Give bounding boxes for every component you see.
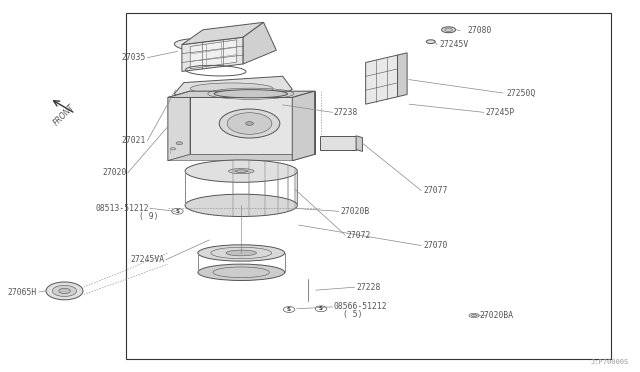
Text: S: S — [287, 307, 291, 312]
Text: ( 5): ( 5) — [343, 310, 363, 319]
Ellipse shape — [246, 122, 253, 125]
Ellipse shape — [170, 148, 175, 150]
Text: 27250Q: 27250Q — [506, 89, 535, 97]
Text: 27021: 27021 — [121, 136, 145, 145]
Polygon shape — [397, 53, 407, 97]
Ellipse shape — [198, 264, 285, 280]
Ellipse shape — [184, 41, 226, 50]
Text: 27020: 27020 — [102, 169, 126, 177]
Bar — [126, 13, 611, 359]
Ellipse shape — [176, 142, 182, 145]
Text: 27245V: 27245V — [439, 40, 468, 49]
Polygon shape — [168, 154, 315, 161]
Ellipse shape — [235, 170, 248, 172]
Text: 27228: 27228 — [356, 283, 380, 292]
Text: 27035: 27035 — [121, 53, 145, 62]
Ellipse shape — [227, 113, 272, 134]
Ellipse shape — [52, 285, 77, 296]
Text: 27072: 27072 — [346, 231, 371, 240]
Text: 27065H: 27065H — [8, 288, 37, 296]
Text: 27020BA: 27020BA — [479, 311, 513, 320]
Text: S: S — [175, 209, 179, 214]
Polygon shape — [174, 76, 292, 101]
Polygon shape — [320, 136, 356, 150]
Text: 27020B: 27020B — [340, 207, 369, 216]
Polygon shape — [168, 91, 190, 161]
Polygon shape — [182, 22, 264, 45]
Text: 27245P: 27245P — [486, 108, 515, 117]
Ellipse shape — [185, 160, 298, 182]
Text: ( 9): ( 9) — [139, 212, 158, 221]
Ellipse shape — [198, 245, 285, 261]
Ellipse shape — [174, 39, 236, 52]
Ellipse shape — [426, 40, 435, 44]
Text: S: S — [319, 306, 323, 311]
Ellipse shape — [172, 208, 183, 214]
Polygon shape — [168, 91, 315, 97]
Ellipse shape — [469, 313, 479, 318]
Text: 27077: 27077 — [423, 186, 447, 195]
Polygon shape — [190, 40, 237, 69]
Polygon shape — [365, 55, 397, 104]
Ellipse shape — [228, 169, 254, 174]
Ellipse shape — [59, 288, 70, 294]
Ellipse shape — [226, 250, 257, 256]
Text: 08566-51212: 08566-51212 — [333, 302, 387, 311]
Ellipse shape — [445, 28, 452, 32]
Ellipse shape — [214, 90, 287, 98]
Polygon shape — [292, 91, 315, 161]
Ellipse shape — [190, 83, 273, 94]
Text: 27070: 27070 — [423, 241, 447, 250]
Ellipse shape — [442, 27, 456, 33]
Text: J:P70000S: J:P70000S — [590, 359, 628, 365]
Text: 27238: 27238 — [333, 108, 358, 117]
Polygon shape — [243, 22, 276, 64]
Polygon shape — [190, 91, 315, 154]
Text: FRONT: FRONT — [52, 103, 77, 128]
Text: 08513-51212: 08513-51212 — [95, 204, 148, 213]
Text: 27245VA: 27245VA — [131, 255, 164, 264]
Ellipse shape — [472, 314, 477, 317]
Polygon shape — [182, 37, 243, 71]
Text: 27080: 27080 — [468, 26, 492, 35]
Ellipse shape — [185, 194, 298, 217]
Ellipse shape — [316, 306, 327, 312]
Ellipse shape — [284, 307, 295, 312]
Ellipse shape — [46, 282, 83, 300]
Polygon shape — [356, 136, 362, 151]
Ellipse shape — [220, 109, 280, 138]
